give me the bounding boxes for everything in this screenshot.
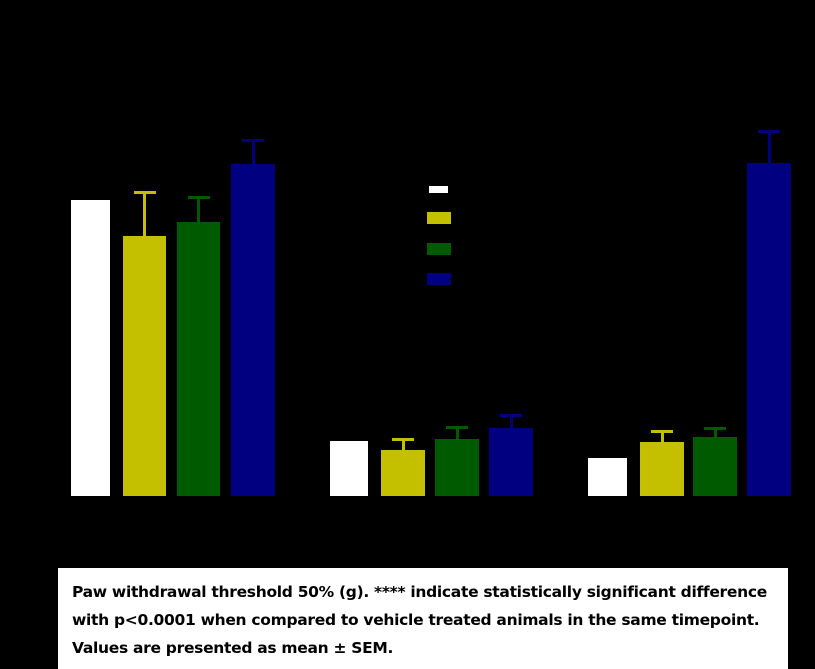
bar xyxy=(123,236,166,496)
error-bar xyxy=(767,131,771,163)
bar xyxy=(693,437,737,496)
legend-label: Treatment B xyxy=(459,241,536,257)
bar xyxy=(177,222,220,496)
bar xyxy=(381,450,425,496)
error-bar-cap xyxy=(704,427,726,430)
bar xyxy=(489,428,533,496)
legend-label: Treatment C xyxy=(459,271,537,287)
error-bar-cap xyxy=(758,130,780,133)
caption-line-1: Paw withdrawal threshold 50% (g). **** i… xyxy=(72,583,767,601)
error-bar xyxy=(509,415,513,428)
figure-caption: Paw withdrawal threshold 50% (g). **** i… xyxy=(58,568,788,669)
error-bar-cap xyxy=(446,426,468,429)
error-bar-cap xyxy=(187,196,210,199)
error-bar xyxy=(660,431,664,442)
error-bar-cap xyxy=(133,191,156,194)
error-bar xyxy=(401,439,405,450)
legend-swatch xyxy=(427,212,451,224)
bar xyxy=(588,458,627,496)
bar xyxy=(640,442,684,496)
legend-label: Treatment A xyxy=(459,210,535,226)
caption-line-3: Values are presented as mean ± SEM. xyxy=(72,639,394,657)
bar xyxy=(330,441,368,496)
bar xyxy=(71,200,110,496)
legend-swatch xyxy=(427,243,451,255)
error-bar-cap xyxy=(651,430,673,433)
bar xyxy=(231,164,275,496)
caption-line-2: with p<0.0001 when compared to vehicle t… xyxy=(72,611,760,629)
error-bar xyxy=(455,427,459,439)
error-bar xyxy=(251,140,255,164)
legend-swatch xyxy=(429,186,448,193)
bar xyxy=(747,163,791,496)
error-bar xyxy=(143,192,146,236)
error-bar-cap xyxy=(500,414,522,417)
error-bar xyxy=(197,197,200,222)
legend-swatch xyxy=(427,273,451,285)
legend-label: Vehicle xyxy=(459,184,505,200)
error-bar-cap xyxy=(242,139,264,142)
bar xyxy=(435,439,479,496)
error-bar xyxy=(713,428,717,437)
error-bar-cap xyxy=(392,438,414,441)
